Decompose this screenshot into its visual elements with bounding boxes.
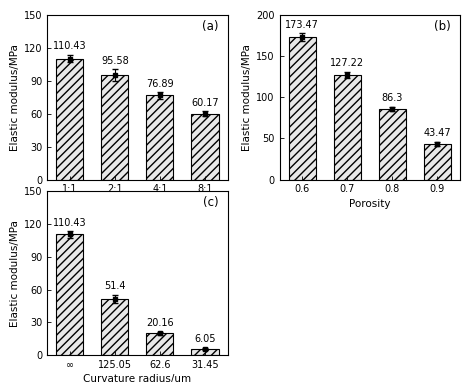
Text: (b): (b) bbox=[434, 20, 451, 33]
Text: 20.16: 20.16 bbox=[146, 318, 174, 328]
Bar bbox=[56, 234, 83, 355]
Bar bbox=[334, 75, 361, 180]
Bar bbox=[56, 58, 83, 180]
Text: (a): (a) bbox=[202, 20, 219, 33]
X-axis label: Porosity: Porosity bbox=[349, 199, 391, 209]
X-axis label: Curvature radius/um: Curvature radius/um bbox=[83, 374, 191, 382]
Text: 127.22: 127.22 bbox=[330, 58, 364, 68]
Text: 76.89: 76.89 bbox=[146, 79, 174, 89]
Y-axis label: Elastic modulus/MPa: Elastic modulus/MPa bbox=[10, 44, 20, 151]
Bar bbox=[191, 114, 219, 180]
Bar bbox=[146, 96, 173, 180]
Bar bbox=[379, 108, 406, 180]
Text: 51.4: 51.4 bbox=[104, 281, 126, 291]
Bar bbox=[191, 349, 219, 355]
Y-axis label: Elastic modulus/MPa: Elastic modulus/MPa bbox=[242, 44, 252, 151]
Bar bbox=[101, 299, 128, 355]
Text: 110.43: 110.43 bbox=[53, 42, 87, 52]
Bar bbox=[424, 144, 451, 180]
Text: 110.43: 110.43 bbox=[53, 218, 87, 228]
Text: 6.05: 6.05 bbox=[194, 335, 216, 345]
X-axis label: Aspect ratio: Aspect ratio bbox=[106, 199, 169, 209]
Text: (c): (c) bbox=[203, 196, 219, 209]
Text: 60.17: 60.17 bbox=[191, 98, 219, 108]
Text: 173.47: 173.47 bbox=[285, 20, 319, 30]
Bar bbox=[289, 37, 316, 180]
Bar bbox=[146, 333, 173, 355]
Y-axis label: Elastic modulus/MPa: Elastic modulus/MPa bbox=[10, 220, 20, 327]
Text: 95.58: 95.58 bbox=[101, 55, 129, 66]
Text: 86.3: 86.3 bbox=[382, 93, 403, 103]
Text: 43.47: 43.47 bbox=[423, 128, 451, 139]
Bar bbox=[101, 75, 128, 180]
